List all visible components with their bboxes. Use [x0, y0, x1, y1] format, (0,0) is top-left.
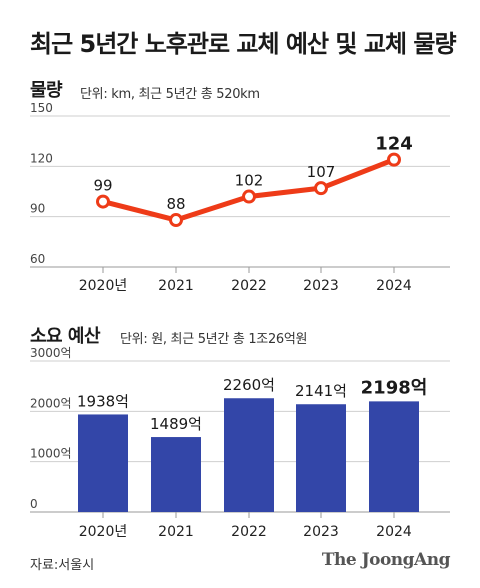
bar-chart-unit-note: 단위: 원, 최근 5년간 총 1조26억원 — [120, 332, 308, 347]
bar — [78, 414, 128, 512]
bar-data-label: 2141억 — [295, 382, 347, 400]
line-ytick-label: 120 — [30, 151, 53, 165]
line-chart-title: 물량 — [30, 80, 63, 101]
line-xtick-label: 2022 — [231, 278, 267, 294]
line-point — [96, 194, 110, 209]
bar-chart: 3000억 2000억 1000억 0 1938억 1489억 2260억 2141억 2198… — [30, 346, 450, 540]
bar-xtick-label: 2024 — [376, 524, 412, 540]
bar-xtick-label: 2023 — [303, 524, 339, 540]
bar-ytick-label: 1000억 — [30, 447, 72, 461]
source-note: 자료:서울시 — [30, 558, 95, 573]
line-data-label: 88 — [166, 195, 185, 213]
bar-ytick-label: 0 — [30, 497, 38, 511]
line-data-label: 99 — [93, 177, 112, 195]
line-xtick-label: 2023 — [303, 278, 339, 294]
line-point — [242, 189, 256, 204]
bar-data-label: 2198억 — [361, 377, 428, 398]
bar-ytick-label: 3000억 — [30, 346, 72, 360]
bar — [296, 404, 346, 512]
bar-chart-title: 소요 예산 — [30, 326, 101, 347]
bar — [369, 401, 419, 512]
line-xtick-label: 2020년 — [79, 278, 128, 294]
bar-data-label: 1489억 — [150, 415, 202, 433]
line-data-label: 107 — [307, 163, 336, 181]
brand-logo: The JoongAng — [321, 550, 451, 570]
line-ytick-label: 90 — [30, 202, 45, 216]
bar-ytick-label: 2000억 — [30, 396, 72, 410]
bar-data-label: 1938억 — [77, 392, 129, 410]
line-point — [169, 213, 183, 228]
line-ytick-label: 60 — [30, 252, 45, 266]
bar-xtick-label: 2020년 — [79, 524, 128, 540]
line-xtick-label: 2024 — [376, 278, 412, 294]
bar — [151, 437, 201, 512]
bar-xtick-label: 2021 — [158, 524, 194, 540]
line-point — [387, 152, 401, 167]
line-data-label: 124 — [375, 134, 413, 155]
line-data-label: 102 — [235, 172, 264, 190]
line-chart: 150 120 90 60 2020년 2021 2022 2023 2024 99 88 102 10… — [30, 101, 450, 294]
bar-xtick-label: 2022 — [231, 524, 267, 540]
line-point — [314, 181, 328, 196]
bar — [224, 398, 274, 512]
page-title: 최근 5년간 노후관로 교체 예산 및 교체 물량 — [30, 30, 457, 58]
bar-data-label: 2260억 — [223, 376, 275, 394]
line-ytick-label: 150 — [30, 101, 53, 115]
line-xtick-label: 2021 — [158, 278, 194, 294]
line-chart-unit-note: 단위: km, 최근 5년간 총 520km — [80, 87, 260, 102]
